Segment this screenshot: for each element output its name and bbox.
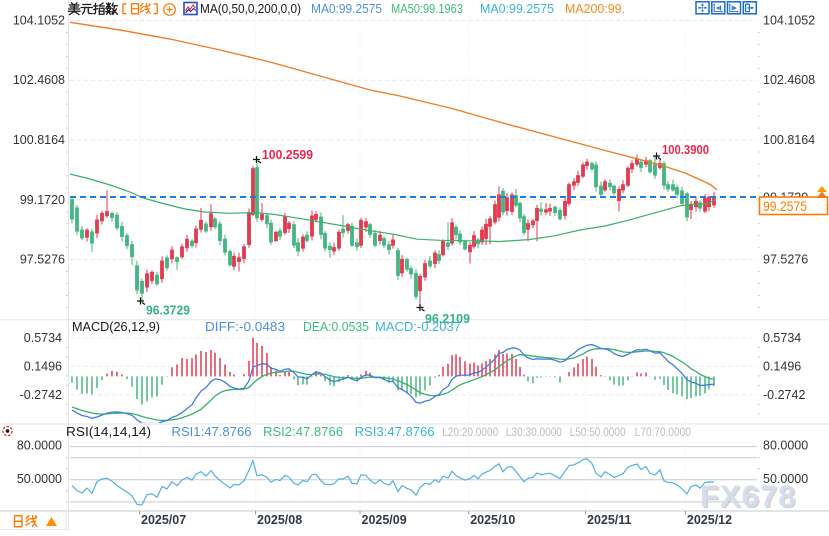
svg-text:MA0:99.2575: MA0:99.2575 [311,1,382,16]
svg-text:MACD:-0.2037: MACD:-0.2037 [375,320,461,334]
svg-text:L30:30.0000: L30:30.0000 [506,425,562,439]
svg-text:102.4608: 102.4608 [763,73,815,87]
svg-text:2025/10: 2025/10 [470,513,515,527]
svg-text:L70:70.0000: L70:70.0000 [635,425,691,439]
svg-text:L50:50.0000: L50:50.0000 [570,425,626,439]
svg-text:100.8164: 100.8164 [13,133,65,147]
svg-text:-0.2742: -0.2742 [763,388,805,402]
svg-text:MA200:99.: MA200:99. [565,1,625,16]
svg-text:2025/12: 2025/12 [687,513,732,527]
svg-text:50.0000: 50.0000 [763,472,808,486]
svg-text:99.1720: 99.1720 [20,193,65,207]
svg-text:96.3729: 96.3729 [146,303,190,318]
svg-text:80.0000: 80.0000 [17,439,62,453]
svg-text:100.3900: 100.3900 [662,142,709,157]
svg-text:MA0:99.2575: MA0:99.2575 [480,1,554,16]
svg-text:FX678: FX678 [702,480,798,515]
svg-text:0.1496: 0.1496 [763,359,801,373]
svg-text:2025/07: 2025/07 [141,513,186,527]
svg-text:0.5734: 0.5734 [763,331,801,345]
svg-text:MA(0,50,0,200,0,0): MA(0,50,0,200,0,0) [200,1,301,16]
svg-text:MA50:99.1963: MA50:99.1963 [391,1,463,16]
svg-text:0.5734: 0.5734 [24,331,62,345]
svg-text:RSI1:47.8766: RSI1:47.8766 [172,425,252,439]
svg-text:L20:20.0000: L20:20.0000 [442,425,498,439]
svg-text:97.5276: 97.5276 [763,253,808,267]
svg-text:RSI(14,14,14): RSI(14,14,14) [66,425,151,439]
svg-text:0.1496: 0.1496 [24,359,62,373]
svg-text:99.2575: 99.2575 [763,199,807,214]
svg-text:100.2599: 100.2599 [262,147,313,162]
svg-text:RSI3:47.8766: RSI3:47.8766 [355,425,435,439]
svg-text:2025/11: 2025/11 [587,513,632,527]
svg-text:FX678: FX678 [700,479,796,514]
svg-text:-0.2742: -0.2742 [20,388,62,402]
svg-text:MACD(26,12,9): MACD(26,12,9) [72,320,160,334]
svg-text:104.1052: 104.1052 [13,13,65,27]
svg-text:102.4608: 102.4608 [13,73,65,87]
svg-text:2025/08: 2025/08 [257,513,302,527]
svg-text:100.8164: 100.8164 [763,133,815,147]
svg-text:80.0000: 80.0000 [763,439,808,453]
svg-text:96.2109: 96.2109 [425,311,470,326]
svg-text:50.0000: 50.0000 [17,472,62,486]
svg-text:DEA:0.0535: DEA:0.0535 [303,320,369,334]
svg-text:104.1052: 104.1052 [763,13,815,27]
svg-text:RSI2:47.8766: RSI2:47.8766 [263,425,343,439]
svg-text:2025/09: 2025/09 [362,513,407,527]
svg-text:97.5276: 97.5276 [20,253,65,267]
svg-text:DIFF:-0.0483: DIFF:-0.0483 [205,320,285,334]
